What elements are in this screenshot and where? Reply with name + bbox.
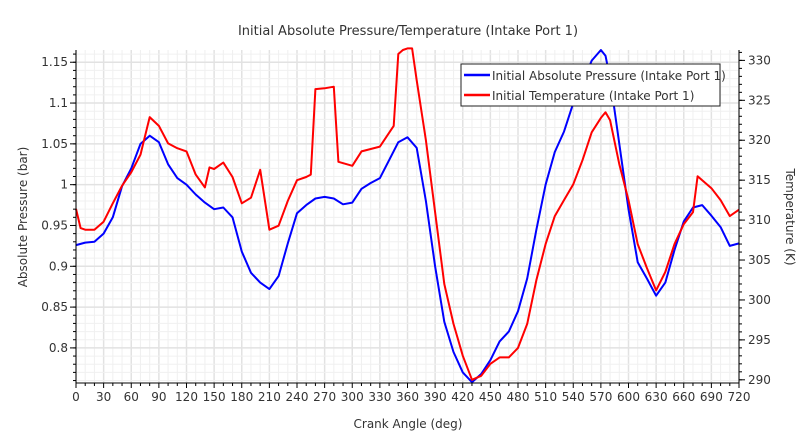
temperature-line [75, 47, 740, 381]
y2-tick-label: 300 [748, 293, 771, 307]
x-tick-label: 720 [728, 390, 751, 404]
legend-label-temperature: Initial Temperature (Intake Port 1) [492, 89, 694, 103]
x-tick-label: 480 [507, 390, 530, 404]
x-tick-label: 660 [672, 390, 695, 404]
x-tick-label: 630 [645, 390, 668, 404]
y-tick-label: 0.8 [49, 341, 68, 355]
x-tick-label: 510 [534, 390, 557, 404]
x-tick-label: 570 [589, 390, 612, 404]
y-axis-label: Absolute Pressure (bar) [16, 147, 30, 288]
x-tick-label: 150 [203, 390, 226, 404]
x-tick-label: 90 [151, 390, 166, 404]
y-tick-label: 0.95 [41, 218, 68, 232]
y2-axis-label: Temperature (K) [783, 167, 797, 265]
x-tick-label: 60 [124, 390, 139, 404]
y-tick-label: 0.85 [41, 300, 68, 314]
x-tick-label: 540 [562, 390, 585, 404]
pressure-line [75, 49, 740, 384]
x-axis-label: Crank Angle (deg) [354, 417, 463, 431]
axes: 0 30 60 90 120 150 180 210 240 270 300 330 360 390 420… [41, 50, 771, 404]
y2-tick-label: 325 [748, 93, 771, 107]
y2-tick-label: 315 [748, 173, 771, 187]
x-tick-label: 390 [424, 390, 447, 404]
x-tick-label: 690 [700, 390, 723, 404]
x-tick-label: 600 [617, 390, 640, 404]
y-tick-label: 1 [60, 178, 68, 192]
y2-tick-label: 330 [748, 53, 771, 67]
x-tick-label: 420 [451, 390, 474, 404]
legend: Initial Absolute Pressure (Intake Port 1… [460, 63, 726, 107]
x-tick-label: 270 [313, 390, 336, 404]
y2-tick-label: 295 [748, 333, 771, 347]
series-lines [75, 47, 740, 384]
legend-box [460, 63, 721, 107]
chart-title: Initial Absolute Pressure/Temperature (I… [238, 24, 578, 39]
x-tick-label: 30 [96, 390, 111, 404]
y-tick-label: 1.15 [41, 55, 68, 69]
y-tick-label: 1.05 [41, 137, 68, 151]
y-tick-label: 0.9 [49, 259, 68, 273]
y-tick-label: 1.1 [49, 96, 68, 110]
x-tick-label: 210 [258, 390, 281, 404]
y2-tick-label: 305 [748, 253, 771, 267]
x-tick-label: 0 [72, 390, 80, 404]
y2-tick-label: 290 [748, 373, 771, 387]
x-tick-label: 120 [175, 390, 198, 404]
x-tick-label: 300 [341, 390, 364, 404]
x-tick-label: 240 [286, 390, 309, 404]
y2-tick-label: 320 [748, 133, 771, 147]
y2-tick-label: 310 [748, 213, 771, 227]
x-tick-label: 450 [479, 390, 502, 404]
x-tick-label: 360 [396, 390, 419, 404]
x-tick-label: 180 [230, 390, 253, 404]
legend-label-pressure: Initial Absolute Pressure (Intake Port 1… [492, 69, 726, 83]
x-tick-label: 330 [368, 390, 391, 404]
